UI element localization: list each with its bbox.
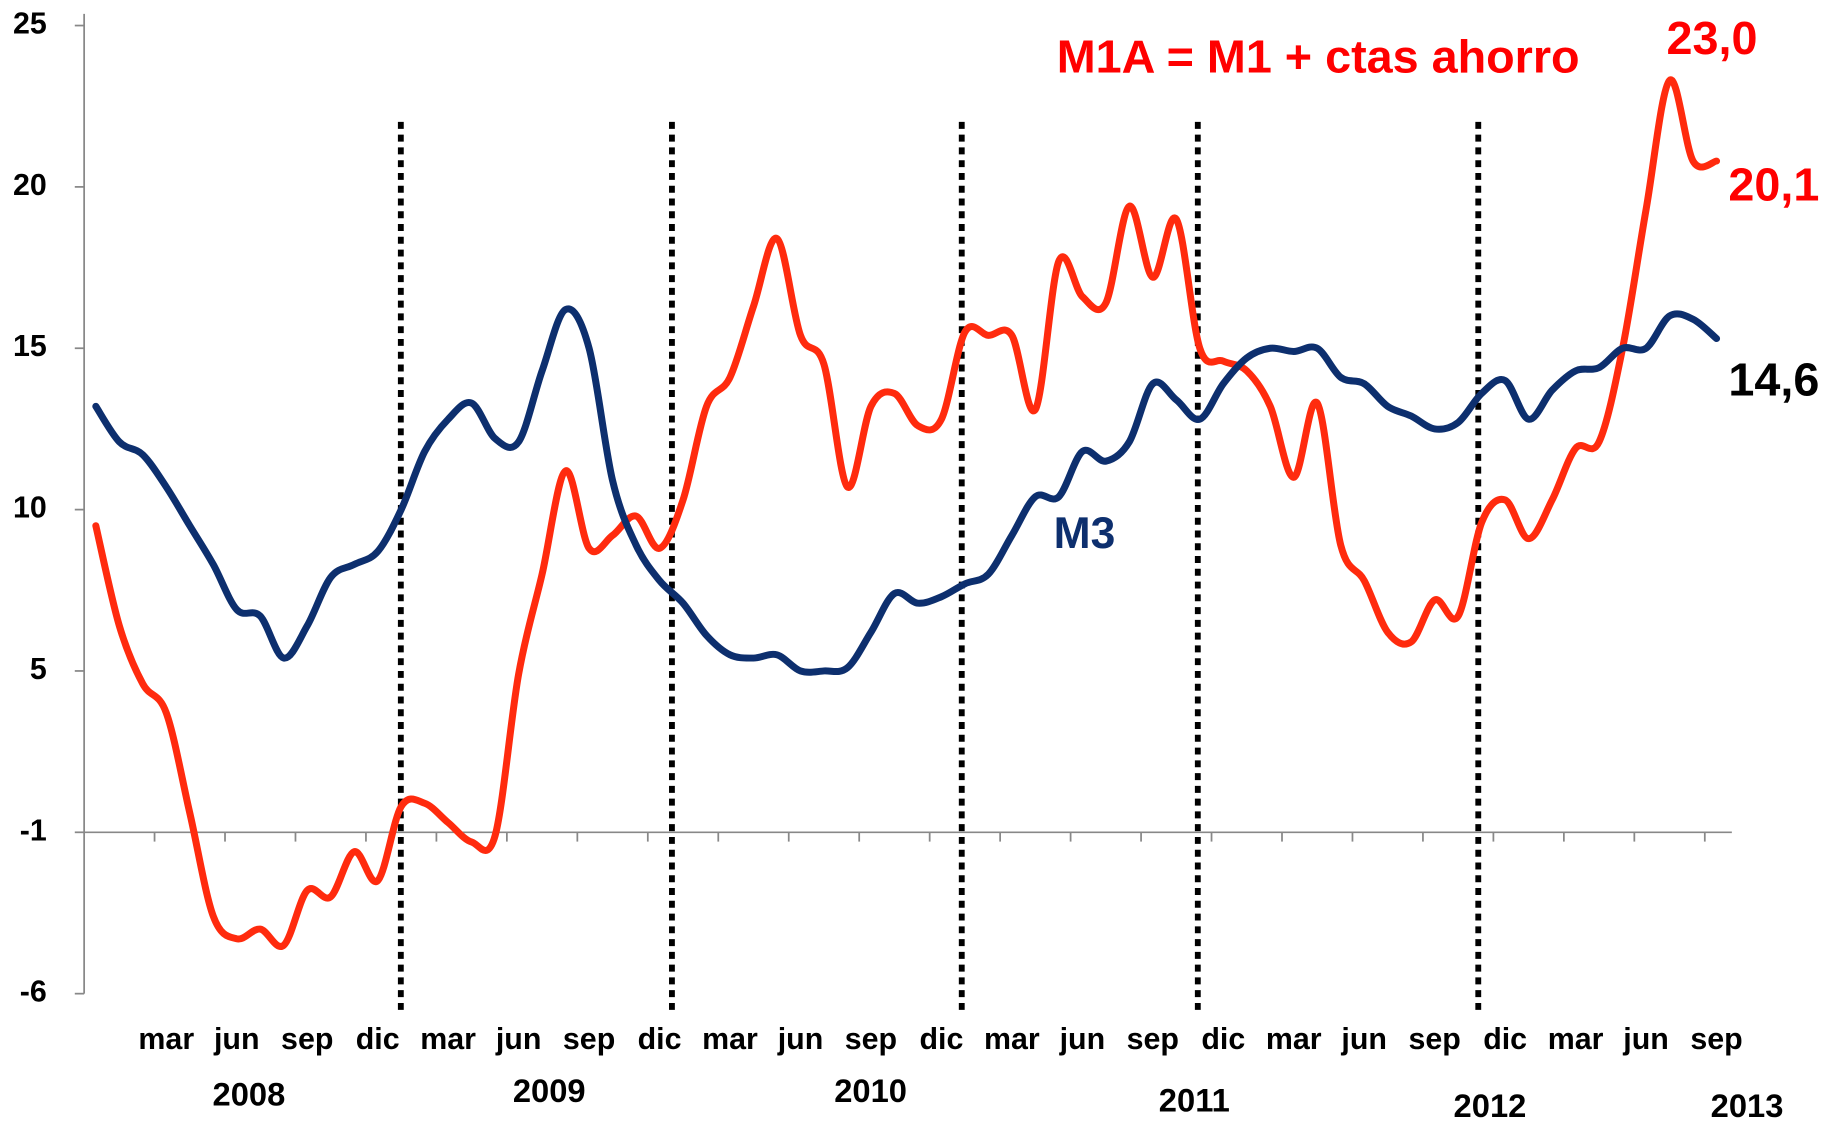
x-tick-label: mar — [1548, 1023, 1604, 1056]
y-tick-label: -1 — [20, 814, 47, 847]
x-tick-label: mar — [984, 1023, 1040, 1056]
x-tick-label: sep — [1409, 1023, 1461, 1056]
y-tick-label: -6 — [20, 976, 47, 1009]
annotation: M1A = M1 + ctas ahorro — [1057, 31, 1580, 83]
x-tick-label: jun — [495, 1023, 542, 1056]
series-line — [92, 76, 1721, 950]
y-tick-label: 10 — [13, 492, 47, 525]
year-label: 2008 — [213, 1076, 286, 1113]
x-tick-label: mar — [420, 1023, 476, 1056]
y-tick-label: 15 — [13, 330, 47, 363]
annotation: M3 — [1054, 509, 1116, 558]
annotation: 23,0 — [1667, 12, 1758, 64]
x-tick-label: jun — [1340, 1023, 1387, 1056]
x-tick-label: mar — [1266, 1023, 1322, 1056]
year-label: 2010 — [834, 1072, 907, 1109]
x-tick-label: sep — [1690, 1023, 1742, 1056]
x-tick-label: dic — [1201, 1023, 1245, 1056]
year-label: 2009 — [513, 1072, 586, 1109]
x-tick-label: mar — [702, 1023, 758, 1056]
y-tick-label: 20 — [13, 169, 47, 202]
x-tick-label: jun — [777, 1023, 824, 1056]
x-tick-label: sep — [281, 1023, 333, 1056]
series-line — [92, 305, 1721, 676]
year-label: 2012 — [1454, 1087, 1527, 1124]
x-tick-label: sep — [845, 1023, 897, 1056]
x-tick-label: dic — [1483, 1023, 1527, 1056]
x-tick-label: dic — [919, 1023, 963, 1056]
x-tick-label: sep — [1127, 1023, 1179, 1056]
x-tick-label: sep — [563, 1023, 615, 1056]
x-tick-label: dic — [356, 1023, 400, 1056]
annotation: 20,1 — [1728, 158, 1819, 210]
annotation: 14,6 — [1728, 353, 1819, 405]
x-tick-label: jun — [213, 1023, 260, 1056]
period-dividers — [397, 121, 1482, 1010]
x-tick-label: jun — [1059, 1023, 1106, 1056]
y-tick-label: 25 — [13, 8, 47, 41]
year-label: 2011 — [1159, 1081, 1230, 1118]
year-label: 2013 — [1711, 1087, 1784, 1124]
x-tick-label: dic — [638, 1023, 682, 1056]
y-tick-label: 5 — [30, 653, 47, 686]
x-tick-label: jun — [1622, 1023, 1669, 1056]
x-tick-label: mar — [138, 1023, 194, 1056]
